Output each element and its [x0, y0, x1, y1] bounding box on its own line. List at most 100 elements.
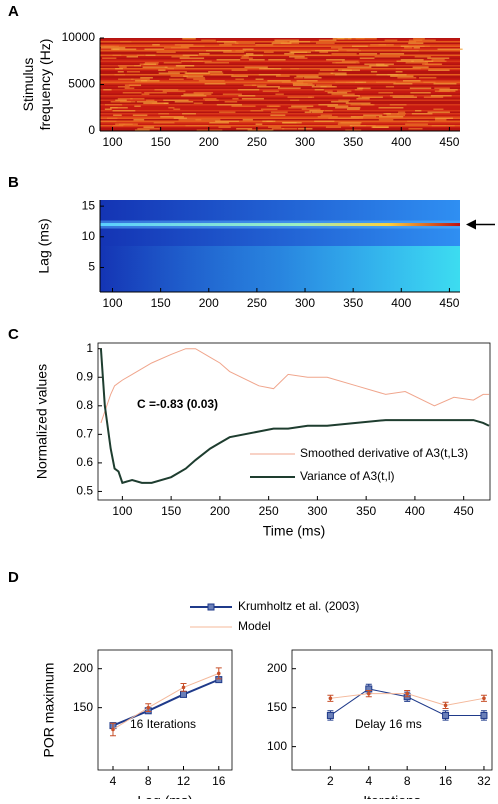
heatmap-streak [392, 96, 417, 98]
y-tick-label: 5000 [68, 77, 95, 91]
x-tick-label: 350 [343, 135, 363, 149]
legend-label: Variance of A3(t,l) [300, 469, 395, 483]
heatmap-streak [236, 128, 253, 130]
heatmap-streak [330, 72, 347, 74]
heatmap-streak [257, 86, 280, 88]
heatmap-streak [349, 81, 367, 83]
heatmap-streak [271, 128, 285, 130]
heatmap-streak [182, 113, 196, 115]
heatmap-streak [371, 126, 389, 128]
heatmap-streak [320, 114, 332, 116]
heatmap-streak [296, 80, 318, 82]
x-tick-label: 300 [307, 504, 327, 518]
x-tick-label: 100 [102, 135, 122, 149]
heatmap-streak [356, 98, 370, 100]
heatmap-streak [168, 71, 187, 73]
heatmap-streak [224, 101, 238, 103]
x-tick-label: 400 [405, 504, 425, 518]
heatmap-row [100, 96, 460, 98]
heatmap-row [100, 102, 460, 104]
heatmap-streak [427, 57, 450, 59]
marker [480, 711, 488, 719]
heatmap-streak [383, 113, 391, 115]
x-tick-label: 8 [145, 774, 152, 788]
x-tick-label: 4 [110, 774, 117, 788]
heatmap-streak [210, 74, 234, 76]
heatmap-streak [327, 92, 348, 94]
heatmap-streak [359, 57, 375, 59]
heatmap-streak [370, 71, 378, 73]
heatmap-streak [281, 81, 304, 83]
heatmap-streak [259, 68, 282, 70]
heatmap-streak [215, 120, 239, 122]
heatmap-streak [413, 47, 420, 49]
heatmap-streak [408, 39, 423, 41]
y-tick-label: 15 [82, 198, 96, 212]
heatmap-streak [326, 86, 338, 88]
heatmap-streak [407, 120, 429, 122]
heatmap-streak [186, 72, 210, 74]
heatmap-streak [223, 51, 245, 53]
heatmap-streak [135, 80, 148, 82]
heatmap-streak [193, 92, 214, 94]
heatmap-streak [314, 89, 324, 91]
heatmap-streak [118, 78, 134, 80]
heatmap-streak [140, 77, 153, 79]
heatmap-row [100, 71, 460, 73]
x-tick-label: 350 [356, 504, 376, 518]
heatmap-streak [413, 38, 425, 40]
heatmap-streak [198, 80, 225, 82]
heatmap-row [100, 122, 460, 124]
x-tick-label: 450 [439, 135, 459, 149]
marker [366, 691, 371, 696]
heatmap-streak [405, 62, 429, 64]
heatmap-streak [331, 53, 357, 55]
heatmap-streak [183, 75, 204, 77]
legend-marker [207, 603, 215, 611]
heatmap-streak [235, 50, 247, 52]
heatmap-streak [208, 71, 223, 73]
x-tick-label: 100 [102, 296, 122, 310]
heatmap-streak [134, 129, 150, 131]
heatmap-streak [219, 111, 236, 113]
heatmap-row [100, 78, 460, 80]
heatmap-streak [204, 99, 219, 101]
y-tick-label: 5 [88, 260, 95, 274]
heatmap-streak [241, 56, 249, 58]
heatmap-streak [433, 108, 444, 110]
heatmap-streak [182, 54, 198, 56]
heatmap-row [100, 72, 460, 74]
heatmap-streak [243, 54, 264, 56]
heatmap-streak [209, 122, 229, 124]
heatmap-streak [335, 74, 347, 76]
heatmap-row [100, 69, 460, 71]
heatmap-streak [136, 101, 158, 103]
heatmap-streak [288, 107, 307, 109]
y-tick-label: 200 [267, 661, 287, 675]
heatmap-streak [387, 74, 407, 76]
heatmap-streak [134, 105, 141, 107]
heatmap-streak [411, 113, 433, 115]
heatmap-row [100, 104, 460, 106]
heatmap-streak [100, 45, 119, 47]
heatmap-streak [408, 128, 423, 130]
heatmap-streak [393, 83, 413, 85]
heatmap-streak [158, 72, 180, 74]
plot-frame [97, 649, 233, 771]
heatmap-streak [168, 78, 184, 80]
heatmap-streak [289, 56, 305, 58]
heatmap-streak [193, 78, 206, 80]
heatmap-streak [347, 66, 372, 68]
heatmap-streak [114, 74, 126, 76]
heatmap-row [100, 101, 460, 103]
heatmap-streak [173, 117, 187, 119]
heatmap-streak [309, 110, 324, 112]
panel-label: A [8, 3, 19, 20]
heatmap-streak [106, 117, 118, 119]
heatmap-streak [287, 96, 313, 98]
heatmap-streak [260, 108, 278, 110]
heatmap-streak [270, 111, 288, 113]
heatmap-row [100, 51, 460, 53]
heatmap-streak [435, 117, 454, 119]
heatmap-streak [126, 56, 139, 58]
